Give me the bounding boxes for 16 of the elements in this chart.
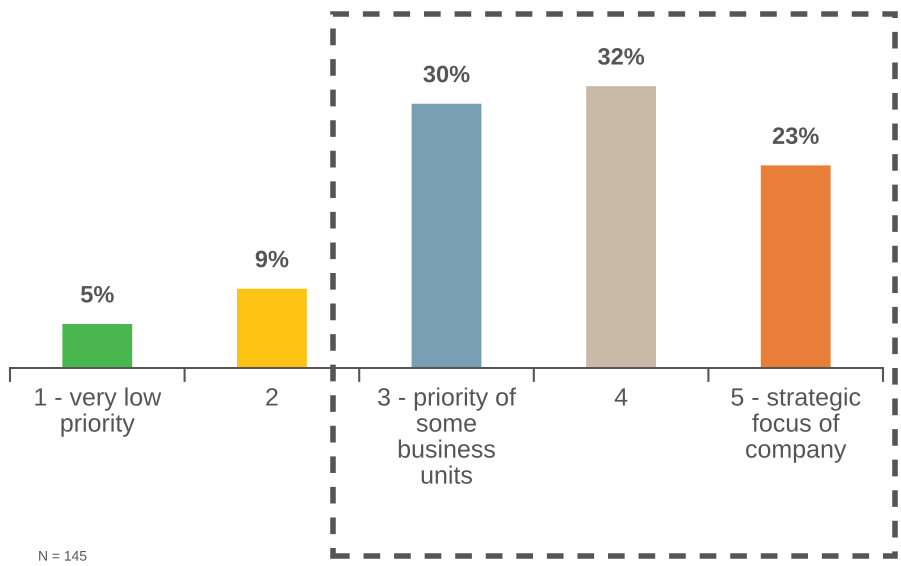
bar: [760, 165, 831, 368]
data-label: 9%: [256, 250, 288, 268]
data-label: 23%: [772, 127, 819, 144]
text: N = 145: [39, 551, 86, 561]
x-tick-label: 2: [266, 388, 278, 406]
bar: [586, 86, 656, 368]
bar: [62, 324, 132, 368]
data-label: 5%: [80, 286, 114, 303]
data-label: 30%: [423, 66, 470, 82]
bar: [236, 288, 307, 368]
x-tick-label: 1 - very low priority: [35, 387, 162, 437]
x-tick-label: 4: [614, 388, 628, 406]
x-tick-label: 5 - strategic focus of company: [731, 387, 860, 463]
data-label: 32%: [598, 48, 644, 65]
bar: [412, 104, 482, 368]
x-tick-label: 3 - priority of some business units: [378, 387, 516, 484]
